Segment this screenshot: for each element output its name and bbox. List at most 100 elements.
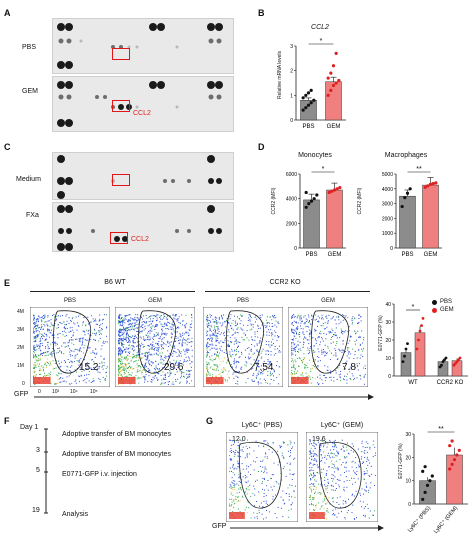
data-point (440, 363, 443, 367)
gfp-axis-arrow-g (230, 525, 384, 531)
row-label-fxa: FXa (26, 212, 39, 219)
data-point (326, 76, 330, 80)
data-point (330, 189, 334, 193)
blot-spot (175, 229, 179, 233)
legend-e-gem-dot (432, 307, 437, 313)
y-tick-label: 30 (385, 320, 391, 326)
panel-label-d: D (258, 142, 265, 152)
gfp-axis-arrow-e (34, 394, 374, 400)
data-point (405, 191, 410, 195)
highlight-box-a-gem (112, 100, 130, 112)
y-tick-label: 0 (294, 246, 297, 252)
blot-spot (149, 81, 157, 89)
bar (326, 189, 343, 249)
blot-c-fxa (52, 202, 234, 252)
flow-plot-e4 (288, 307, 368, 387)
data-point (404, 347, 408, 351)
blot-spot (187, 179, 191, 183)
event-cloud (33, 314, 108, 385)
xtick-0: 0 (38, 389, 41, 395)
sig-label: * (320, 38, 323, 45)
data-point (428, 182, 433, 186)
plot-frame (30, 307, 110, 387)
legend-e-pbs-label: PBS (440, 299, 453, 305)
blot-spot (91, 229, 95, 233)
plot-frame (226, 432, 298, 522)
flow-e2-value: 29.6 (164, 362, 184, 373)
blot-spot (114, 236, 120, 242)
data-point (301, 108, 305, 112)
x-tick-label: Ly6C⁺ (GEM) (432, 505, 459, 535)
data-point (304, 205, 308, 209)
event-cloud (229, 439, 296, 520)
data-point (420, 324, 423, 327)
blot-spot (215, 81, 223, 89)
row-label-medium: Medium (16, 176, 41, 183)
blot-spot (208, 94, 214, 100)
x-tick-label: GEM (327, 124, 341, 130)
y-tick-label: 1 (290, 93, 293, 99)
legend-e-pbs: PBS (432, 299, 454, 305)
flow-plot-e1 (30, 307, 110, 387)
dense-core (291, 377, 309, 384)
row-label-gem: GEM (22, 88, 38, 95)
flow-plot-e2 (115, 307, 195, 387)
y-tick-label: 10 (405, 479, 411, 485)
y-tick-label: 10 (385, 356, 391, 362)
chart-g: 0 10 20 30 Ly6C⁺ (PBS) Ly6C⁺ (GEM) ** (405, 426, 468, 535)
data-point (332, 188, 337, 192)
blot-spot (65, 23, 73, 31)
data-point (331, 83, 336, 88)
blot-spot (216, 38, 222, 44)
data-point (415, 347, 419, 351)
data-point (408, 187, 412, 191)
blot-spot (57, 191, 65, 199)
y-tick-label: 40 (385, 302, 391, 308)
panel-label-a: A (4, 8, 11, 18)
blot-spot (208, 38, 214, 44)
data-point (423, 490, 427, 494)
data-point (306, 91, 311, 95)
chart-d2-title: Macrophages (384, 152, 428, 159)
xtick-1e4: 10⁴ (70, 389, 78, 395)
blot-spot (171, 179, 175, 183)
ytick-3m: 3M (17, 327, 24, 333)
legend-e-gem-label: GEM (440, 307, 454, 313)
y-tick-label: 2 (290, 69, 293, 75)
bar (437, 361, 449, 377)
blot-spot (66, 228, 72, 234)
flow-e2-label: GEM (148, 298, 162, 304)
data-point (430, 474, 434, 478)
y-tick-label: 0 (388, 374, 391, 380)
dense-core (118, 377, 136, 384)
data-point (312, 197, 316, 201)
data-point (334, 51, 338, 55)
data-point (326, 93, 330, 97)
data-point (403, 354, 406, 358)
data-point (426, 184, 430, 188)
event-cloud (291, 314, 366, 385)
blot-spot (57, 243, 65, 251)
flow-e3-label: PBS (236, 298, 249, 304)
ytick-2m: 2M (17, 345, 24, 351)
plot-frame (306, 432, 378, 522)
blot-spot (127, 45, 131, 49)
blot-spot (57, 23, 65, 31)
highlight-box-a-pbs (112, 48, 130, 60)
y-tick-label: 2000 (382, 216, 393, 222)
y-tick-label: 30 (405, 432, 411, 438)
flow-plot-g1 (226, 432, 298, 522)
bar (422, 184, 439, 249)
data-point (403, 196, 407, 200)
data-point (338, 185, 342, 190)
timeline-day19: 19 (32, 507, 40, 514)
xtick-1e5: 10⁵ (90, 389, 98, 395)
group-divider-b6wt (30, 291, 195, 292)
data-point (309, 199, 314, 203)
blot-spot (208, 178, 214, 184)
group-label-ccr2ko: CCR2 KO (269, 279, 301, 286)
blot-spot (175, 105, 179, 109)
ytick-1m: 1M (17, 363, 24, 369)
bar (414, 332, 426, 377)
blot-a-pbs (52, 18, 234, 74)
